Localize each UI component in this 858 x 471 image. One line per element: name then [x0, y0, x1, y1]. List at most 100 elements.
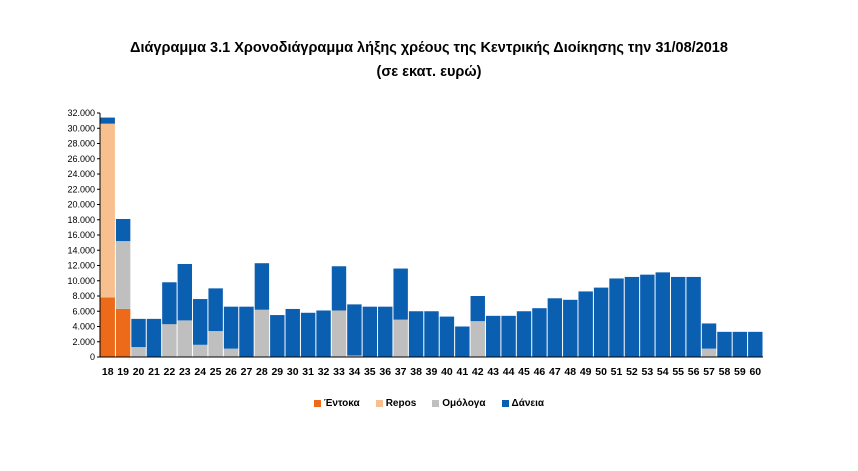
x-tick-label: 46	[534, 366, 546, 378]
x-tick-label: 27	[241, 366, 253, 378]
legend-label-daneia: Δάνεια	[511, 398, 545, 409]
bar-segment	[732, 331, 748, 357]
x-tick-label: 22	[164, 366, 176, 378]
x-tick-label: 52	[626, 366, 638, 378]
bar-segment	[516, 311, 532, 357]
x-tick-label: 20	[133, 366, 145, 378]
legend-swatch-omologa	[432, 400, 440, 407]
bar-segment	[193, 299, 208, 345]
bar-segment	[316, 310, 331, 357]
x-tick-label: 33	[333, 366, 345, 378]
bar-segment	[115, 241, 131, 309]
y-tick-label: 24.000	[67, 169, 95, 179]
bar-segment	[285, 308, 300, 357]
legend-item-repos: Repos	[375, 398, 417, 409]
legend-label-repos: Repos	[385, 398, 417, 409]
x-tick-label: 57	[703, 366, 715, 378]
x-tick-label: 49	[580, 366, 592, 378]
bar-segment	[115, 308, 131, 357]
bar-segment	[686, 276, 701, 357]
y-tick-label: 14.000	[67, 245, 95, 255]
bar-segment	[624, 276, 640, 357]
bar-segment	[362, 306, 378, 357]
x-tick-label: 55	[672, 366, 684, 378]
x-tick-label: 50	[595, 366, 607, 378]
y-tick-label: 16.000	[67, 230, 95, 240]
bar-segment	[609, 278, 624, 357]
x-tick-label: 25	[210, 366, 222, 378]
bar-segment	[424, 311, 439, 357]
bar-segment	[254, 309, 270, 357]
x-tick-label: 23	[179, 366, 191, 378]
bar-segment	[393, 319, 408, 357]
x-tick-label: 39	[426, 366, 438, 378]
x-tick-label: 58	[719, 366, 731, 378]
bar-segment	[254, 263, 270, 310]
bar-segment	[655, 272, 670, 357]
legend-label-entoka: Έντοκα	[323, 398, 360, 409]
y-tick-label: 20.000	[67, 200, 95, 210]
bar-segment	[177, 320, 193, 357]
bar-segment	[547, 298, 563, 357]
bar-segment	[100, 123, 115, 298]
bar-segment	[439, 316, 455, 357]
y-tick-label: 32.000	[67, 108, 95, 118]
chart-title: Διάγραμμα 3.1 Χρονοδιάγραμμα λήξης χρέου…	[130, 40, 728, 56]
bar-segment	[100, 117, 115, 124]
bar-segment	[640, 274, 655, 357]
bar-segment	[331, 266, 347, 311]
bar-segment	[223, 348, 239, 357]
x-tick-label: 41	[456, 366, 468, 378]
bar-segment	[578, 291, 593, 357]
y-tick-label: 18.000	[67, 215, 95, 225]
bar-segment	[347, 304, 362, 356]
legend-swatch-entoka	[313, 400, 321, 407]
bar-segment	[100, 297, 115, 357]
bar-segment	[485, 315, 501, 357]
bar-segment	[270, 315, 285, 357]
bar-segment	[223, 306, 239, 349]
x-tick-label: 43	[487, 366, 499, 378]
y-tick-label: 10.000	[67, 276, 95, 286]
bar-segment	[193, 344, 208, 357]
legend-item-omologa: Ομόλογα	[432, 398, 486, 409]
x-tick-label: 53	[642, 366, 654, 378]
x-tick-label: 28	[256, 366, 268, 378]
y-tick-label: 6.000	[72, 306, 95, 316]
bar-segment	[532, 308, 547, 357]
bar-segment	[208, 288, 223, 332]
bar-segment	[748, 331, 763, 357]
chart-legend: Έντοκα Repos Ομόλογα Δάνεια	[0, 398, 858, 409]
bar-segment	[162, 324, 177, 357]
x-tick-label: 21	[148, 366, 160, 378]
stacked-bar-chart: 0 2.000 4.000 6.000 8.000 10.000 12.000 14.000 1…	[67, 108, 763, 378]
bar-segment	[717, 331, 732, 357]
bar-segment	[701, 323, 717, 349]
y-tick-label: 0	[90, 352, 95, 362]
bar-segment	[455, 326, 470, 357]
x-tick-label: 56	[688, 366, 700, 378]
bar-segment	[162, 282, 177, 325]
x-tick-label: 38	[410, 366, 422, 378]
bar-segment	[701, 348, 717, 357]
x-tick-label: 47	[549, 366, 561, 378]
bar-segment	[501, 315, 516, 357]
x-tick-label: 29	[271, 366, 283, 378]
x-tick-label: 26	[225, 366, 237, 378]
bar-segment	[378, 306, 393, 357]
x-tick-label: 32	[318, 366, 330, 378]
chart-subtitle: (σε εκατ. ευρώ)	[376, 64, 482, 80]
bar-segment	[408, 311, 424, 357]
x-tick-label: 48	[564, 366, 576, 378]
legend-label-omologa: Ομόλογα	[442, 398, 486, 409]
x-tick-label: 37	[395, 366, 407, 378]
y-tick-label: 30.000	[67, 123, 95, 133]
bar-segment	[177, 263, 193, 321]
y-tick-label: 2.000	[72, 337, 95, 347]
bar-segment	[670, 276, 686, 357]
x-tick-label: 34	[349, 366, 361, 378]
x-tick-label: 40	[441, 366, 453, 378]
x-tick-label: 35	[364, 366, 376, 378]
bar-segment	[347, 355, 362, 357]
x-tick-label: 31	[302, 366, 314, 378]
